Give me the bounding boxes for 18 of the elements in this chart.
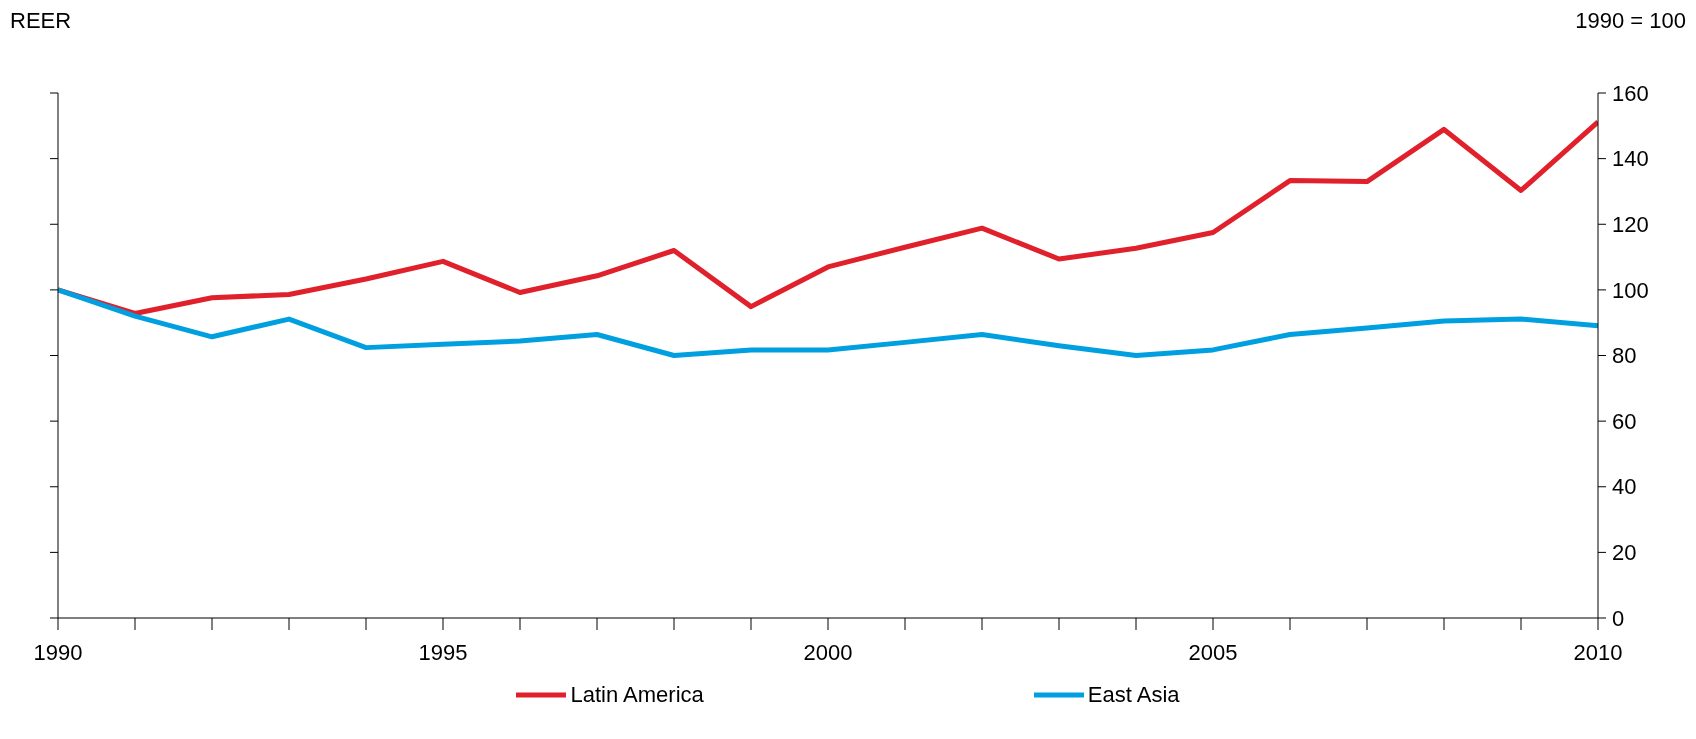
y-tick-label: 0 (1612, 605, 1625, 631)
y-tick-label: 120 (1612, 211, 1649, 237)
x-tick-label: 1995 (418, 639, 468, 665)
x-tick-label: 1990 (33, 639, 83, 665)
y-tick-label: 80 (1612, 343, 1637, 369)
legend-label: East Asia (1087, 682, 1180, 708)
x-tick-label: 2005 (1188, 639, 1238, 665)
y-tick-label: 160 (1612, 80, 1649, 106)
y-tick-label: 40 (1612, 474, 1637, 500)
y-tick-label: 100 (1612, 277, 1649, 303)
y-tick-label: 20 (1612, 540, 1637, 566)
legend-label: Latin America (570, 682, 704, 708)
text: 1990 = 100 (1575, 8, 1686, 35)
x-tick-label: 2010 (1573, 639, 1623, 665)
y-axis-title: REER (10, 8, 72, 35)
y-tick-label: 140 (1612, 146, 1649, 172)
y-tick-label: 60 (1612, 408, 1637, 434)
x-tick-label: 2000 (803, 639, 853, 665)
